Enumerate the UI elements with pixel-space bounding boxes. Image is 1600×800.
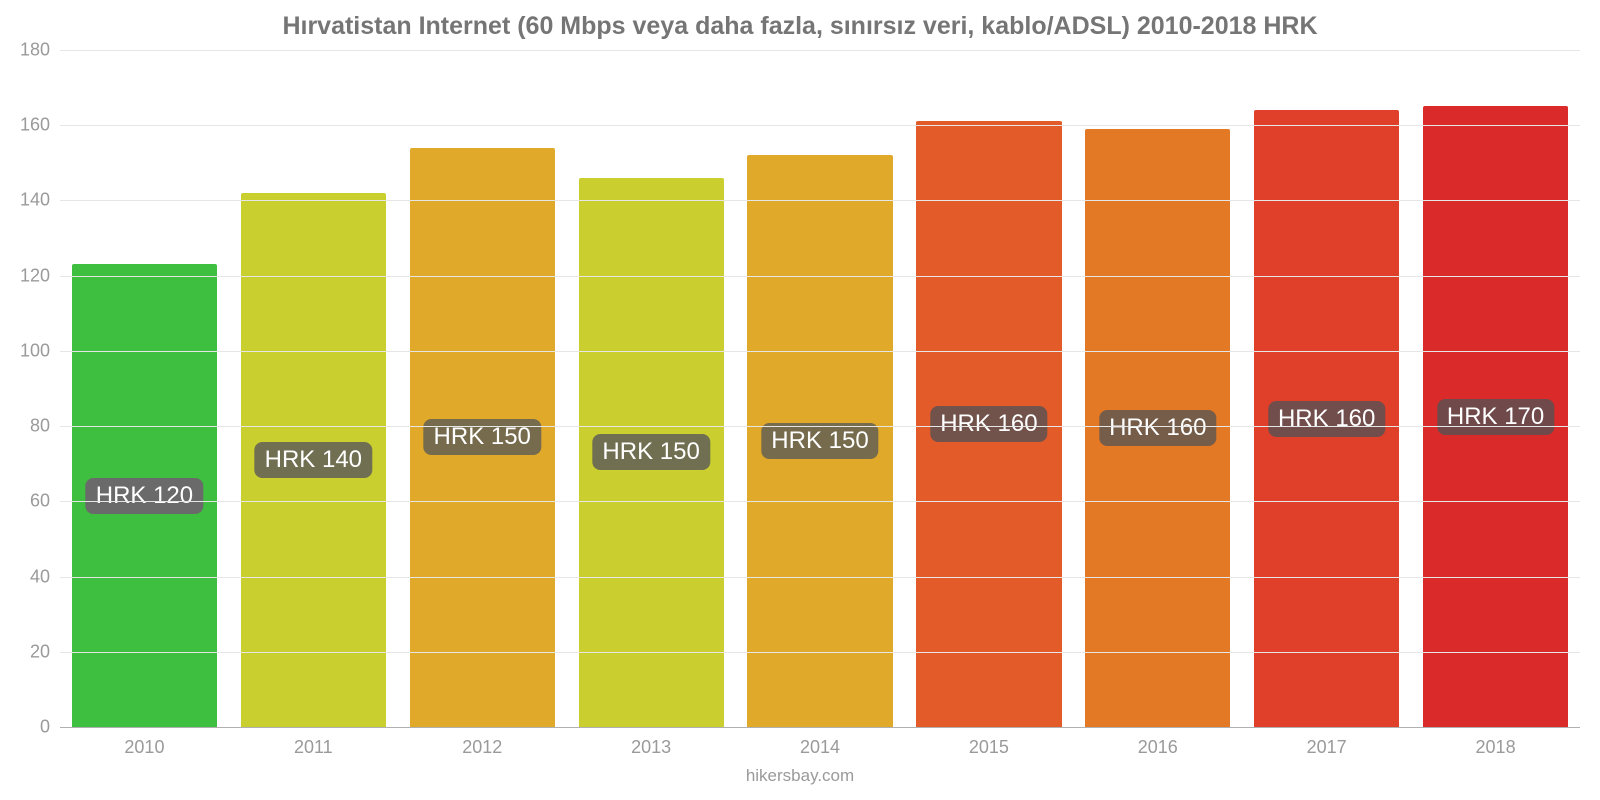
value-badge: HRK 120 (86, 478, 203, 514)
bar-slot: HRK 1402011 (229, 50, 398, 727)
value-badge: HRK 150 (424, 419, 541, 455)
grid-line (60, 426, 1580, 427)
value-badge: HRK 160 (1099, 410, 1216, 446)
y-axis-label: 80 (30, 416, 60, 437)
x-axis-label: 2018 (1476, 737, 1516, 758)
value-badge: HRK 150 (592, 434, 709, 470)
bar-slot: HRK 1602015 (904, 50, 1073, 727)
value-badge: HRK 150 (761, 423, 878, 459)
bars-container: HRK 1202010HRK 1402011HRK 1502012HRK 150… (60, 50, 1580, 727)
bar-slot: HRK 1502014 (736, 50, 905, 727)
chart-title: Hırvatistan Internet (60 Mbps veya daha … (0, 12, 1600, 41)
value-badge: HRK 140 (255, 442, 372, 478)
x-axis-label: 2011 (294, 737, 333, 758)
bar: HRK 150 (579, 178, 724, 727)
bar-slot: HRK 1202010 (60, 50, 229, 727)
y-axis-label: 40 (30, 566, 60, 587)
value-badge: HRK 170 (1437, 399, 1554, 435)
bar: HRK 150 (747, 155, 892, 727)
x-axis-label: 2010 (124, 737, 164, 758)
bar-slot: HRK 1502013 (567, 50, 736, 727)
grid-line (60, 200, 1580, 201)
bar: HRK 160 (916, 121, 1061, 727)
bar-slot: HRK 1602017 (1242, 50, 1411, 727)
y-axis-label: 100 (20, 340, 60, 361)
grid-line (60, 351, 1580, 352)
x-axis-label: 2012 (462, 737, 502, 758)
bar-slot: HRK 1602016 (1073, 50, 1242, 727)
y-axis-label: 0 (40, 717, 60, 738)
y-axis-label: 120 (20, 265, 60, 286)
bar: HRK 160 (1254, 110, 1399, 727)
plot-area: HRK 1202010HRK 1402011HRK 1502012HRK 150… (60, 50, 1580, 728)
x-axis-label: 2017 (1307, 737, 1347, 758)
y-axis-label: 180 (20, 40, 60, 61)
x-axis-label: 2014 (800, 737, 840, 758)
grid-line (60, 501, 1580, 502)
bar-chart: Hırvatistan Internet (60 Mbps veya daha … (0, 0, 1600, 800)
y-axis-label: 140 (20, 190, 60, 211)
grid-line (60, 125, 1580, 126)
grid-line (60, 50, 1580, 51)
y-axis-label: 60 (30, 491, 60, 512)
chart-footer: hikersbay.com (0, 766, 1600, 786)
x-axis-label: 2013 (631, 737, 671, 758)
x-axis-label: 2016 (1138, 737, 1178, 758)
grid-line (60, 276, 1580, 277)
bar: HRK 150 (410, 148, 555, 727)
value-badge: HRK 160 (930, 406, 1047, 442)
x-axis-label: 2015 (969, 737, 1009, 758)
bar: HRK 140 (241, 193, 386, 727)
y-axis-label: 20 (30, 641, 60, 662)
y-axis-label: 160 (20, 115, 60, 136)
value-badge: HRK 160 (1268, 401, 1385, 437)
bar-slot: HRK 1502012 (398, 50, 567, 727)
grid-line (60, 652, 1580, 653)
bar: HRK 160 (1085, 129, 1230, 727)
grid-line (60, 577, 1580, 578)
bar: HRK 120 (72, 264, 217, 727)
bar-slot: HRK 1702018 (1411, 50, 1580, 727)
